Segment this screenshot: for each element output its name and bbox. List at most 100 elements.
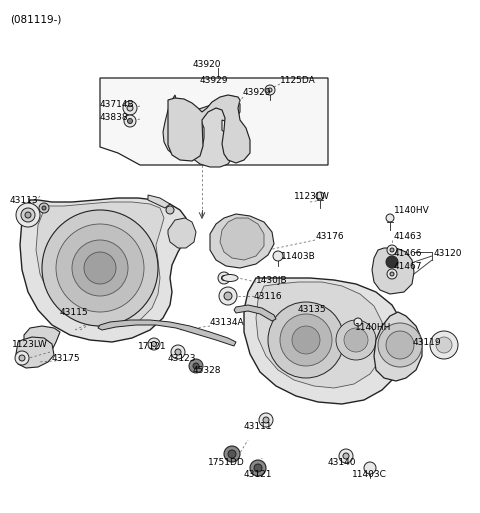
Text: 43120: 43120: [434, 249, 463, 258]
Polygon shape: [256, 282, 384, 388]
Circle shape: [339, 449, 353, 463]
Polygon shape: [244, 278, 406, 404]
Text: 43838: 43838: [100, 113, 129, 122]
Text: 1140HV: 1140HV: [394, 206, 430, 215]
Text: 43121: 43121: [244, 470, 273, 479]
Circle shape: [228, 450, 236, 458]
Circle shape: [19, 355, 25, 361]
Circle shape: [123, 101, 137, 115]
Circle shape: [16, 203, 40, 227]
Text: 43135: 43135: [298, 305, 326, 314]
Polygon shape: [36, 202, 164, 327]
Polygon shape: [168, 95, 250, 163]
Circle shape: [189, 359, 203, 373]
Text: 11403B: 11403B: [281, 252, 316, 261]
Circle shape: [316, 192, 324, 200]
Circle shape: [250, 460, 266, 476]
Circle shape: [128, 119, 132, 124]
Circle shape: [292, 326, 320, 354]
Text: 45328: 45328: [193, 366, 221, 375]
Circle shape: [25, 212, 31, 218]
Text: 41463: 41463: [394, 232, 422, 241]
Polygon shape: [148, 195, 170, 208]
Ellipse shape: [222, 274, 238, 282]
Circle shape: [171, 345, 185, 359]
Text: 1430JB: 1430JB: [256, 276, 288, 285]
Circle shape: [259, 413, 273, 427]
Circle shape: [378, 323, 422, 367]
Circle shape: [175, 349, 181, 355]
Text: 43134A: 43134A: [210, 318, 245, 327]
Text: 1140HH: 1140HH: [355, 323, 391, 332]
Circle shape: [56, 224, 144, 312]
Circle shape: [152, 342, 156, 346]
Circle shape: [364, 462, 376, 474]
Circle shape: [386, 256, 398, 268]
Circle shape: [336, 320, 376, 360]
Text: 43176: 43176: [316, 232, 345, 241]
Circle shape: [124, 115, 136, 127]
Circle shape: [343, 453, 349, 459]
Polygon shape: [16, 337, 54, 368]
Circle shape: [390, 272, 394, 276]
Circle shape: [386, 331, 414, 359]
Polygon shape: [100, 78, 328, 165]
Text: 43115: 43115: [60, 308, 89, 317]
Text: 1123LW: 1123LW: [294, 192, 330, 201]
Text: 1123LW: 1123LW: [12, 340, 48, 349]
Circle shape: [42, 206, 46, 210]
Polygon shape: [234, 305, 276, 321]
Circle shape: [148, 338, 160, 350]
Polygon shape: [163, 95, 240, 167]
Polygon shape: [20, 198, 188, 342]
Circle shape: [224, 292, 232, 300]
Circle shape: [268, 88, 272, 92]
Text: 43111: 43111: [244, 422, 273, 431]
Circle shape: [193, 363, 199, 369]
Circle shape: [344, 328, 368, 352]
Circle shape: [42, 210, 158, 326]
Text: (081119-): (081119-): [10, 14, 61, 24]
Circle shape: [268, 302, 344, 378]
Text: 43929: 43929: [200, 76, 228, 85]
Text: 41467: 41467: [394, 262, 422, 271]
Circle shape: [263, 417, 269, 423]
Circle shape: [218, 272, 230, 284]
Text: 43714B: 43714B: [100, 100, 134, 109]
Text: 43116: 43116: [254, 292, 283, 301]
Polygon shape: [210, 214, 274, 268]
Text: 11403C: 11403C: [352, 470, 387, 479]
Text: 43113: 43113: [10, 196, 38, 205]
Text: 43123: 43123: [168, 354, 196, 363]
Text: 1751DD: 1751DD: [208, 458, 245, 467]
Circle shape: [430, 331, 458, 359]
Text: 43140: 43140: [328, 458, 357, 467]
Circle shape: [265, 85, 275, 95]
Polygon shape: [98, 320, 236, 346]
Circle shape: [21, 208, 35, 222]
Circle shape: [166, 206, 174, 214]
Text: 17121: 17121: [138, 342, 167, 351]
Circle shape: [224, 446, 240, 462]
Polygon shape: [372, 248, 414, 294]
Circle shape: [15, 351, 29, 365]
Polygon shape: [168, 218, 196, 248]
Circle shape: [84, 252, 116, 284]
Circle shape: [386, 214, 394, 222]
Circle shape: [273, 251, 283, 261]
Circle shape: [254, 464, 262, 472]
Text: 43920: 43920: [193, 60, 221, 69]
Circle shape: [127, 105, 133, 111]
Text: 43175: 43175: [52, 354, 81, 363]
Circle shape: [280, 314, 332, 366]
Circle shape: [436, 337, 452, 353]
Text: 43119: 43119: [413, 338, 442, 347]
Circle shape: [387, 245, 397, 255]
Text: 41466: 41466: [394, 249, 422, 258]
Circle shape: [72, 240, 128, 296]
Text: 1125DA: 1125DA: [280, 76, 316, 85]
Circle shape: [39, 203, 49, 213]
Circle shape: [387, 269, 397, 279]
Circle shape: [390, 248, 394, 252]
Circle shape: [221, 275, 227, 281]
